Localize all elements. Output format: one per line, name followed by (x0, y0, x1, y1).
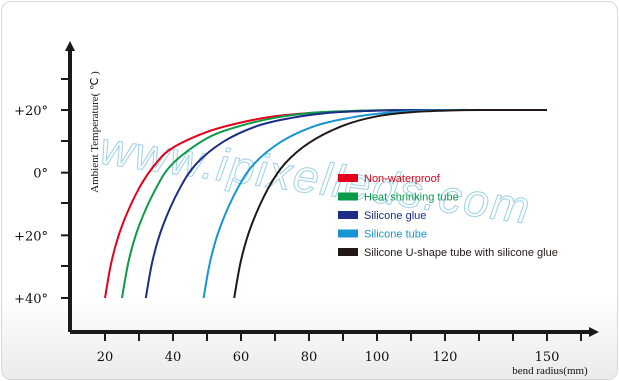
legend-label: Silicone glue (364, 210, 426, 222)
x-tick-label: 20 (97, 350, 114, 365)
legend-swatch (338, 248, 358, 256)
x-tick-label: 100 (365, 350, 390, 365)
legend-label: Silicone tube (364, 229, 427, 241)
legend-swatch (338, 174, 358, 182)
x-axis-title: bend radius(mm) (512, 365, 588, 377)
legend-label: Heat shrinking tube (364, 192, 459, 204)
legend-label: Non-waterproof (364, 173, 441, 185)
y-tick-label: 0° (33, 167, 48, 182)
x-tick-label: 120 (433, 350, 458, 365)
legend-label: Silicone U-shape tube with silicone glue (364, 247, 558, 259)
y-tick-label: +40° (14, 292, 48, 307)
x-tick-label: 60 (233, 350, 250, 365)
y-tick-label: +20° (14, 104, 48, 119)
x-tick-label: 80 (301, 350, 318, 365)
legend-swatch (338, 229, 358, 238)
legend-swatch (338, 211, 358, 219)
y-axis-title: Ambient Temperature( ℃ ) (89, 71, 101, 193)
legend-swatch (338, 192, 358, 201)
x-tick-label: 150 (535, 350, 560, 365)
x-tick-label: 40 (165, 350, 182, 365)
y-tick-label: +20° (14, 229, 48, 244)
series-line-5 (233, 108, 548, 299)
